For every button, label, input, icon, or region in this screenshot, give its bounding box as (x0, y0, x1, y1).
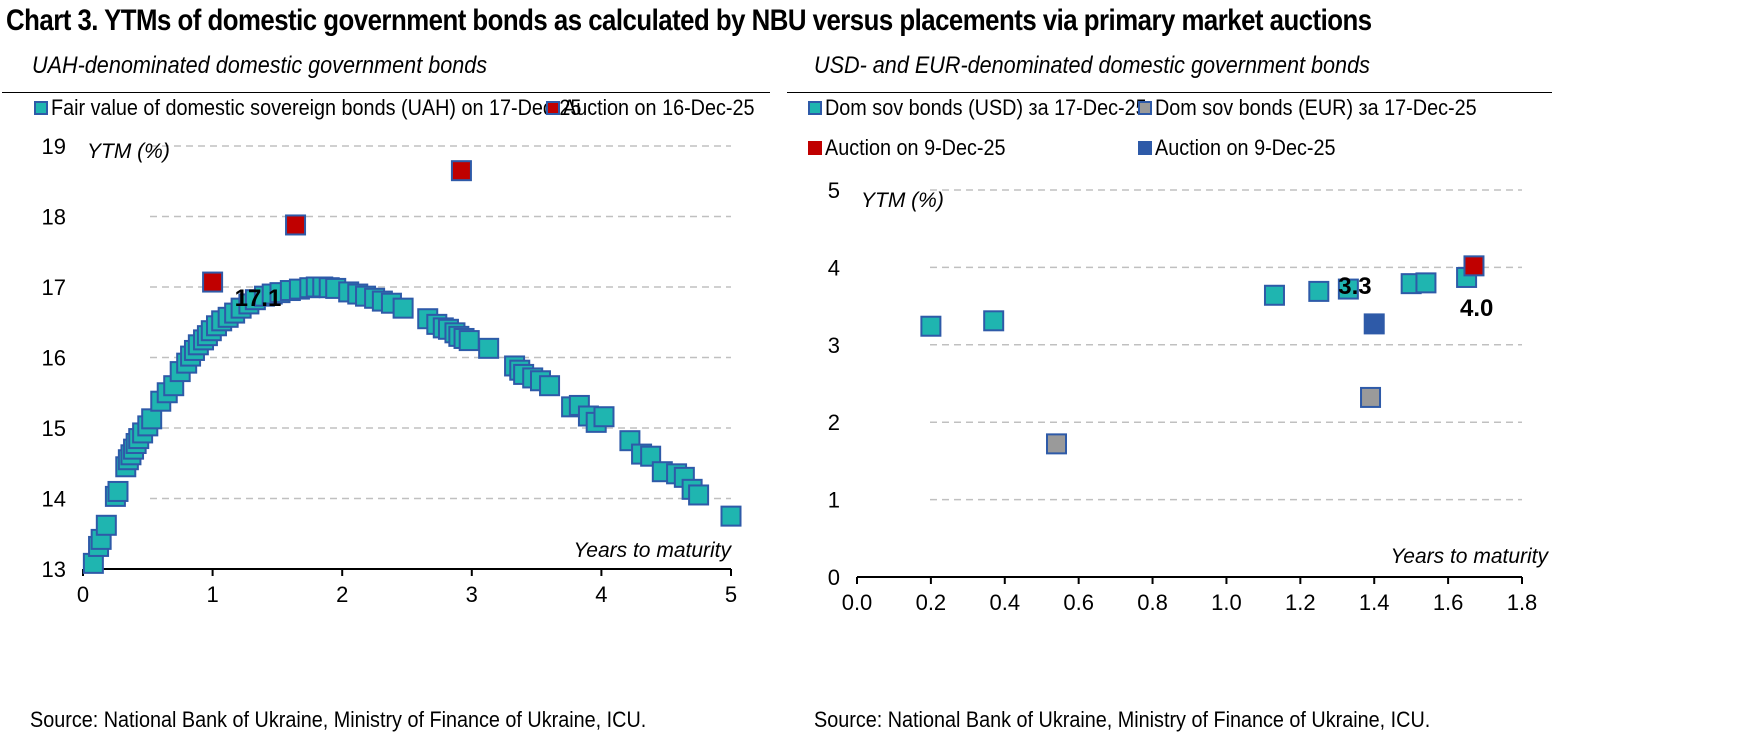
right-y-tick-label: 5 (828, 178, 840, 203)
right-x-tick-label: 0.6 (1063, 590, 1094, 615)
legend-red-square-icon (808, 141, 822, 155)
left-teal-point (107, 480, 129, 502)
right-x-tick-label: 0.2 (916, 590, 947, 615)
left-teal-point (392, 297, 414, 319)
right-x-tick-label: 0.4 (989, 590, 1020, 615)
left-red-point (285, 214, 307, 236)
right-teal-point (1308, 280, 1330, 302)
right-y-tick-label: 4 (828, 255, 840, 280)
left-y-tick-label: 13 (42, 557, 66, 582)
left-x-tick-label: 1 (206, 582, 218, 607)
right-y-tick-label: 2 (828, 410, 840, 435)
legend-usd-bonds-label: Dom sov bonds (USD) за 17-Dec-25 (825, 95, 1147, 120)
legend-eur-auction: Auction on 9-Dec-25 (1138, 135, 1356, 161)
left-x-tick-label: 2 (336, 582, 348, 607)
left-data-label: 17.1 (235, 285, 282, 312)
right-y-axis-title: YTM (%) (861, 189, 944, 212)
legend-uah-auction-label: Auction on 16-Dec-25 (563, 95, 755, 120)
left-y-tick-label: 19 (42, 134, 66, 159)
legend-red-square-icon (546, 101, 560, 115)
legend-blue-square-icon (1138, 141, 1152, 155)
left-x-tick-label: 4 (595, 582, 607, 607)
legend-uah-auction: Auction on 16-Dec-25 (546, 95, 776, 121)
right-teal-point (983, 310, 1005, 332)
left-y-tick-label: 15 (42, 416, 66, 441)
legend-teal-square-icon (808, 101, 822, 115)
left-teal-point (640, 445, 662, 467)
legend-usd-auction-label: Auction on 9-Dec-25 (825, 135, 1006, 160)
left-teal-point (688, 484, 710, 506)
legend-teal-square-icon (34, 101, 48, 115)
right-x-tick-label: 1.2 (1285, 590, 1316, 615)
legend-uah-fair-value-label: Fair value of domestic sovereign bonds (… (51, 95, 582, 120)
right-teal-point (920, 315, 942, 337)
right-red-point (1463, 255, 1485, 277)
right-x-tick-label: 0.0 (842, 590, 873, 615)
legend-usd-bonds: Dom sov bonds (USD) за 17-Dec-25 (808, 95, 1182, 121)
left-x-tick-label: 5 (725, 582, 737, 607)
left-y-tick-label: 16 (42, 346, 66, 371)
right-teal-point (1415, 272, 1437, 294)
right-chart-subtitle: USD- and EUR-denominated domestic govern… (814, 52, 1370, 79)
legend-eur-bonds: Dom sov bonds (EUR) за 17-Dec-25 (1138, 95, 1512, 121)
right-teal-point (1263, 284, 1285, 306)
right-data-label: 4.0 (1460, 295, 1493, 322)
right-chart-source: Source: National Bank of Ukraine, Minist… (814, 707, 1431, 732)
left-teal-point (593, 406, 615, 428)
right-blue-point (1363, 313, 1385, 335)
right-y-tick-label: 3 (828, 333, 840, 358)
left-teal-point (478, 337, 500, 359)
left-x-axis-title: Years to maturity (573, 539, 732, 562)
right-x-tick-label: 1.8 (1507, 590, 1538, 615)
right-x-tick-label: 1.6 (1433, 590, 1464, 615)
right-teal-point (1337, 278, 1359, 300)
left-subtitle-rule (2, 92, 770, 93)
left-teal-point (720, 505, 742, 527)
right-x-tick-label: 1.4 (1359, 590, 1390, 615)
legend-eur-auction-label: Auction on 9-Dec-25 (1155, 135, 1336, 160)
right-y-tick-label: 1 (828, 488, 840, 513)
right-x-tick-label: 0.8 (1137, 590, 1168, 615)
left-x-tick-label: 0 (77, 582, 89, 607)
right-subtitle-rule (787, 92, 1552, 93)
left-y-axis-title: YTM (%) (87, 140, 170, 163)
left-red-point (450, 160, 472, 182)
right-data-label: 3.3 (1338, 273, 1371, 300)
right-x-axis-title: Years to maturity (1390, 545, 1549, 568)
right-gray-point (1046, 433, 1067, 455)
legend-usd-auction: Auction on 9-Dec-25 (808, 135, 1026, 161)
right-x-tick-label: 1.0 (1211, 590, 1242, 615)
left-y-tick-label: 18 (42, 205, 66, 230)
left-teal-point (458, 330, 480, 352)
chart-main-title: Chart 3. YTMs of domestic government bon… (6, 4, 1372, 37)
left-chart-subtitle: UAH-denominated domestic government bond… (32, 52, 488, 79)
legend-uah-fair-value: Fair value of domestic sovereign bonds (… (34, 95, 640, 121)
left-red-point (202, 271, 224, 293)
left-y-tick-label: 14 (42, 487, 66, 512)
left-x-tick-label: 3 (466, 582, 478, 607)
left-teal-point (141, 408, 163, 430)
left-teal-point (539, 375, 561, 397)
legend-gray-square-icon (1138, 101, 1152, 115)
right-y-tick-label: 0 (828, 565, 840, 590)
left-y-tick-label: 17 (42, 275, 66, 300)
left-chart-source: Source: National Bank of Ukraine, Minist… (30, 707, 647, 732)
legend-eur-bonds-label: Dom sov bonds (EUR) за 17-Dec-25 (1155, 95, 1477, 120)
right-gray-point (1360, 386, 1382, 408)
left-teal-point (95, 514, 117, 536)
